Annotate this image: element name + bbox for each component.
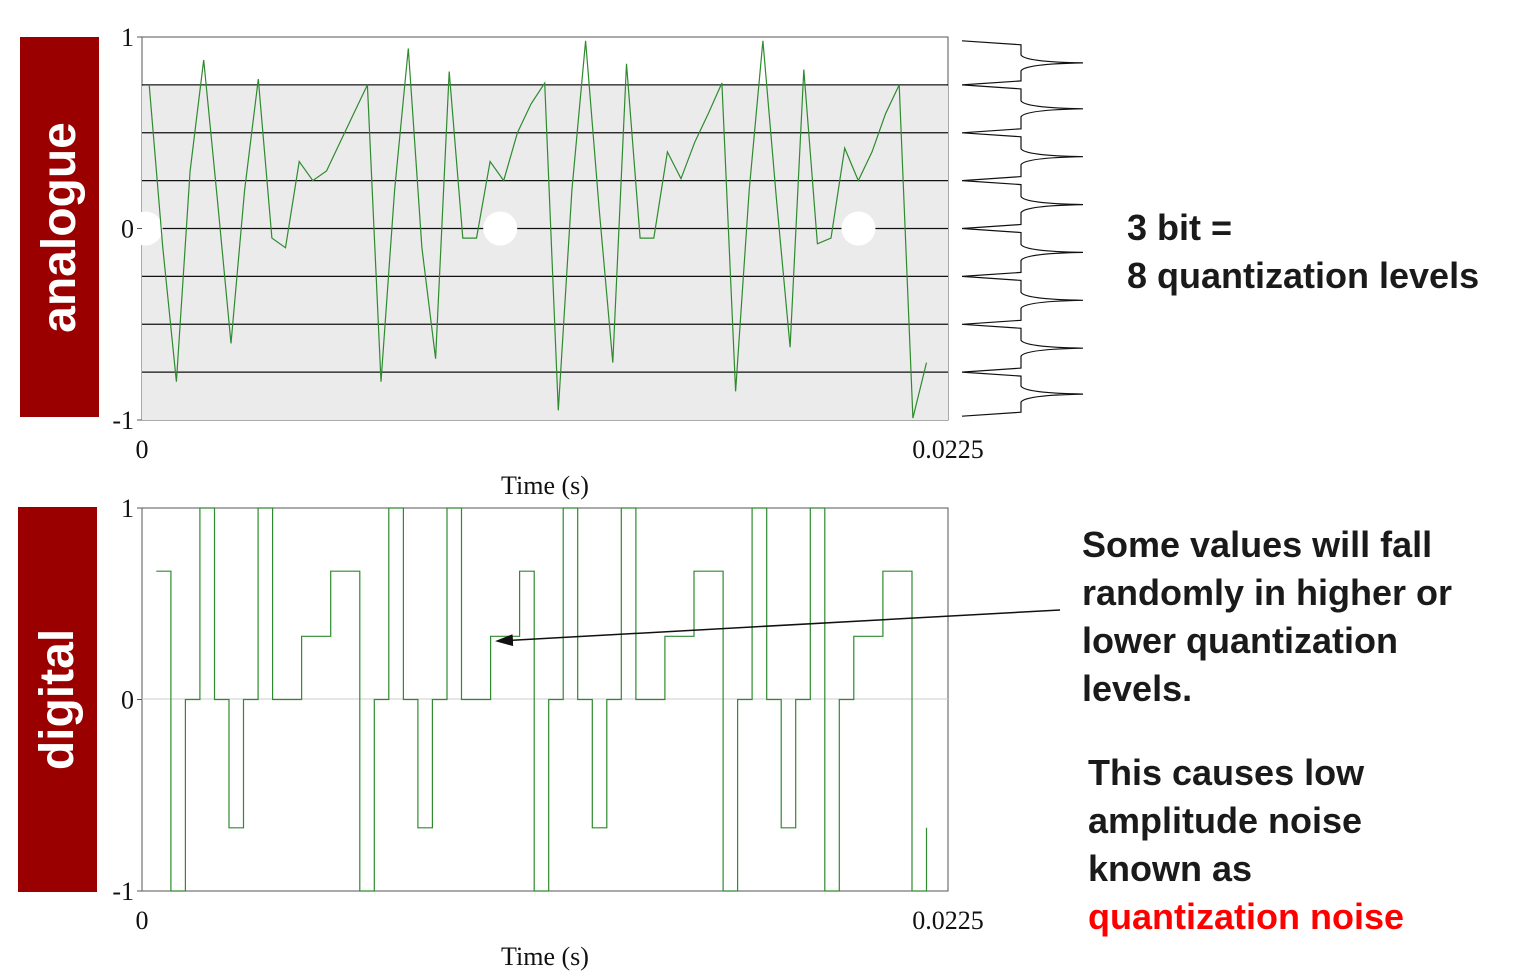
sample-gap-marker [128,211,163,246]
fall-line-2: randomly in higher or [1082,572,1453,613]
y-tick-label: 0 [121,215,134,244]
noise-line-1: This causes low [1088,752,1365,793]
fall-line-3: lower quantization [1082,620,1399,661]
digital-signal-line [156,507,928,892]
quantization-noise-term: quantization noise [1088,896,1405,937]
bit-depth-note: 3 bit = 8 quantization levels [1127,204,1479,300]
bit-depth-line-1: 3 bit = [1127,207,1233,248]
fall-line-1: Some values will fall [1082,524,1433,565]
fall-note: Some values will fall randomly in higher… [1082,521,1452,713]
pointer-arrow [495,609,1061,647]
y-tick-label: 0 [121,686,134,715]
digital-ticks: 10-10 0.0225 [112,494,983,935]
y-tick-label: -1 [112,877,134,906]
noise-line-2: amplitude noise [1088,800,1363,841]
x-tick-label: 0 [136,435,149,464]
x-tick-label: 0.0225 [912,906,984,935]
analogue-label: analogue [20,37,99,417]
x-tick-label: 0.0225 [912,435,984,464]
y-tick-label: 1 [121,494,134,523]
analogue-x-axis-label: Time (s) [501,471,589,500]
sample-gap-marker [483,211,518,246]
digital-x-axis-label: Time (s) [501,942,589,971]
sample-gap-markers [128,211,876,246]
fall-line-4: levels. [1082,668,1193,709]
analogue-quant-band [142,86,948,420]
y-tick-label: -1 [112,406,134,435]
digital-label: digital [18,507,97,892]
analogue-ticks: 10-10 0.0225 [112,23,983,464]
y-tick-label: 1 [121,23,134,52]
quantization-level-lines [142,84,948,373]
noise-line-3: known as [1088,848,1253,889]
bit-depth-line-2: 8 quantization levels [1127,255,1480,296]
x-tick-label: 0 [136,906,149,935]
sample-gap-marker [841,211,876,246]
level-distribution-trace [961,40,1084,417]
noise-note: This causes low amplitude noise known as… [1088,749,1404,941]
analogue-signal-line [148,40,928,419]
